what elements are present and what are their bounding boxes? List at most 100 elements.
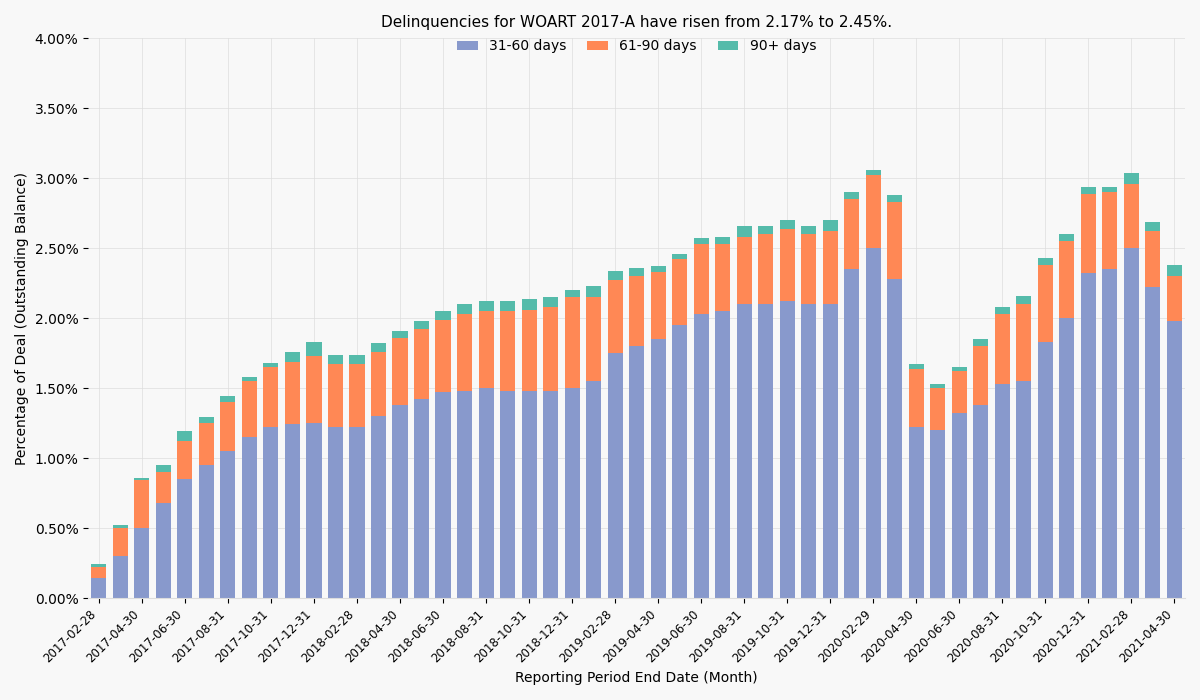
Bar	[436, 319, 450, 392]
Bar	[91, 564, 107, 567]
Bar	[479, 388, 493, 598]
Bar	[156, 503, 170, 598]
Bar	[500, 301, 515, 311]
Bar	[306, 356, 322, 423]
Bar	[392, 405, 408, 598]
Bar	[737, 225, 751, 237]
Bar	[1123, 248, 1139, 598]
Bar	[371, 351, 386, 416]
Bar	[500, 311, 515, 391]
Bar	[564, 290, 580, 297]
Bar	[1060, 234, 1074, 241]
Bar	[650, 272, 666, 339]
Bar	[887, 195, 902, 202]
Bar	[629, 276, 644, 346]
Bar	[242, 381, 257, 437]
Bar	[780, 220, 794, 228]
Bar	[436, 311, 450, 319]
Bar	[414, 329, 430, 399]
Bar	[457, 304, 472, 314]
Bar	[242, 437, 257, 598]
Bar	[629, 267, 644, 276]
Bar	[908, 427, 924, 598]
Bar	[91, 567, 107, 578]
Bar	[349, 364, 365, 427]
Bar	[1038, 342, 1052, 598]
Bar	[737, 304, 751, 598]
Bar	[479, 301, 493, 311]
Bar	[264, 363, 278, 367]
Bar	[1102, 269, 1117, 598]
Bar	[199, 465, 214, 598]
Bar	[586, 297, 601, 381]
Bar	[457, 314, 472, 391]
Bar	[1016, 295, 1031, 304]
Bar	[349, 427, 365, 598]
Bar	[113, 528, 128, 556]
X-axis label: Reporting Period End Date (Month): Reporting Period End Date (Month)	[515, 671, 758, 685]
Bar	[1145, 221, 1160, 231]
Bar	[607, 353, 623, 598]
Bar	[113, 556, 128, 598]
Bar	[522, 309, 536, 391]
Bar	[221, 396, 235, 402]
Bar	[242, 377, 257, 381]
Bar	[995, 307, 1009, 314]
Bar	[1123, 183, 1139, 248]
Bar	[650, 339, 666, 598]
Bar	[973, 339, 989, 346]
Bar	[564, 297, 580, 388]
Bar	[1060, 318, 1074, 598]
Bar	[607, 280, 623, 353]
Bar	[758, 304, 773, 598]
Bar	[694, 244, 709, 314]
Bar	[544, 307, 558, 391]
Bar	[629, 346, 644, 598]
Bar	[544, 297, 558, 307]
Bar	[823, 220, 838, 231]
Bar	[328, 364, 343, 427]
Bar	[952, 371, 967, 413]
Bar	[221, 451, 235, 598]
Bar	[178, 479, 192, 598]
Bar	[930, 388, 946, 430]
Bar	[1145, 287, 1160, 598]
Bar	[178, 431, 192, 441]
Bar	[952, 413, 967, 598]
Bar	[1081, 273, 1096, 598]
Bar	[930, 430, 946, 598]
Bar	[522, 298, 536, 309]
Bar	[758, 234, 773, 304]
Bar	[758, 225, 773, 234]
Bar	[586, 381, 601, 598]
Bar	[156, 465, 170, 472]
Bar	[672, 259, 688, 325]
Bar	[802, 304, 816, 598]
Bar	[544, 391, 558, 598]
Bar	[221, 402, 235, 451]
Bar	[564, 388, 580, 598]
Bar	[156, 472, 170, 503]
Bar	[780, 228, 794, 301]
Y-axis label: Percentage of Deal (Outstanding Balance): Percentage of Deal (Outstanding Balance)	[16, 172, 29, 465]
Bar	[952, 367, 967, 371]
Bar	[306, 423, 322, 598]
Bar	[865, 169, 881, 175]
Bar	[887, 279, 902, 598]
Bar	[865, 248, 881, 598]
Bar	[500, 391, 515, 598]
Bar	[672, 253, 688, 259]
Bar	[414, 321, 430, 329]
Bar	[737, 237, 751, 304]
Bar	[371, 343, 386, 351]
Bar	[113, 525, 128, 528]
Bar	[1166, 265, 1182, 276]
Bar	[1060, 241, 1074, 318]
Bar	[134, 480, 150, 528]
Bar	[865, 175, 881, 248]
Bar	[91, 578, 107, 598]
Bar	[973, 405, 989, 598]
Legend: 31-60 days, 61-90 days, 90+ days: 31-60 days, 61-90 days, 90+ days	[451, 34, 822, 59]
Bar	[780, 301, 794, 598]
Bar	[199, 417, 214, 423]
